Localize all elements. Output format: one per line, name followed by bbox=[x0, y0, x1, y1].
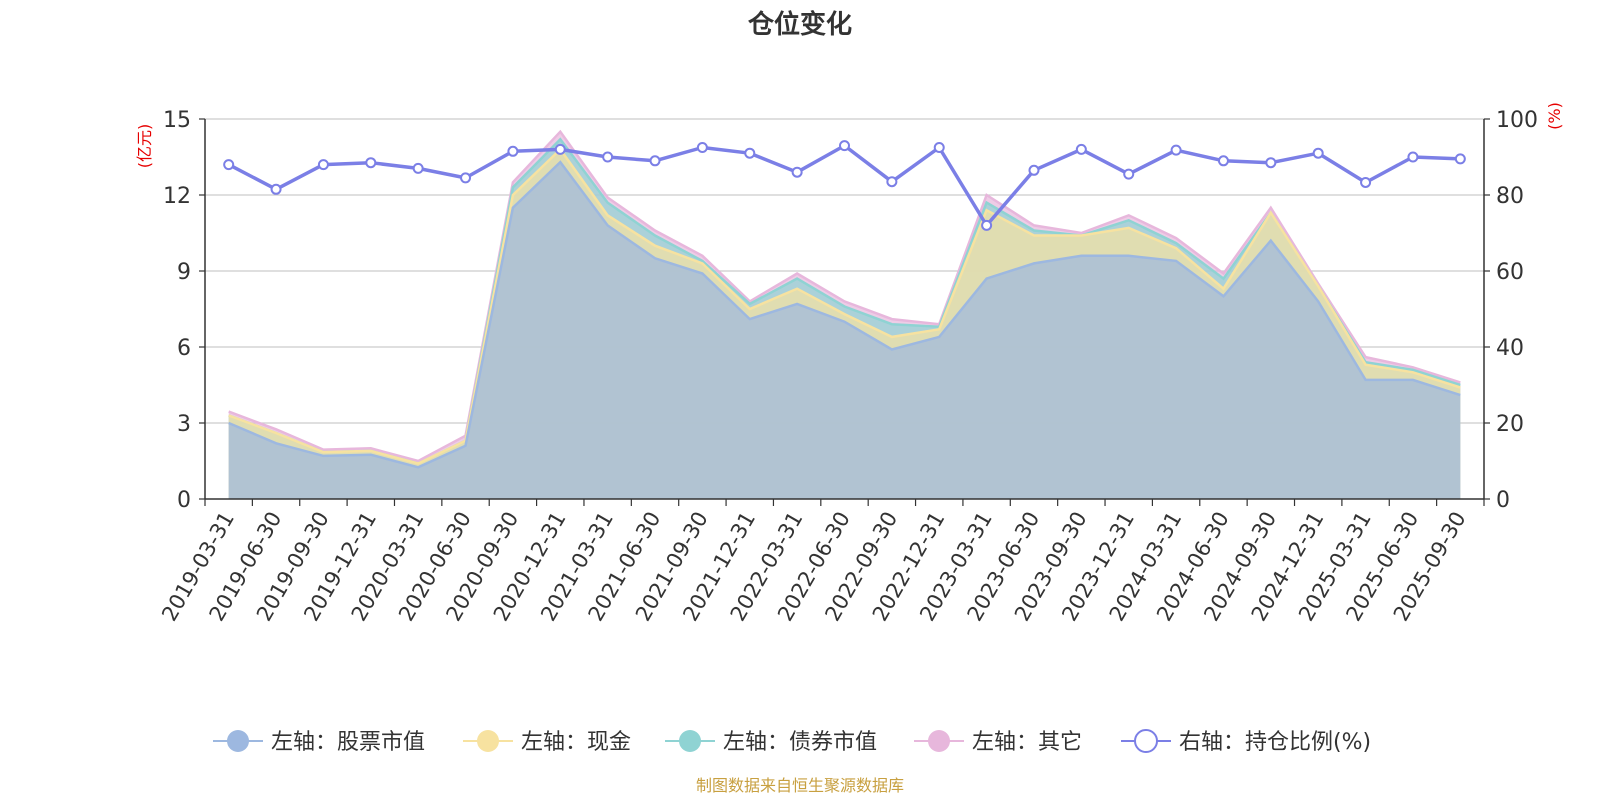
area-outline bbox=[228, 129, 1461, 463]
legend-label[interactable]: 左轴：债券市值 bbox=[723, 730, 877, 755]
ratio-point[interactable] bbox=[1170, 144, 1182, 156]
legend-swatch-marker[interactable] bbox=[227, 730, 249, 752]
right-axis-tick-label: 40 bbox=[1496, 336, 1524, 361]
right-axis-unit: (%) bbox=[1545, 102, 1564, 130]
area-左轴：股票市值 bbox=[228, 162, 1461, 499]
ratio-point[interactable] bbox=[1217, 155, 1229, 167]
left-axis-unit: (亿元) bbox=[135, 124, 154, 169]
ratio-point[interactable] bbox=[317, 159, 329, 171]
ratio-point[interactable] bbox=[933, 142, 945, 153]
ratio-point[interactable] bbox=[1123, 168, 1135, 180]
legend-label[interactable]: 右轴：持仓比例(%) bbox=[1179, 730, 1371, 755]
right-axis-tick-label: 100 bbox=[1496, 108, 1538, 133]
area-outline bbox=[228, 160, 1461, 469]
right-axis-tick-label: 80 bbox=[1496, 184, 1524, 209]
ratio-point[interactable] bbox=[602, 151, 614, 163]
legend-label[interactable]: 左轴：现金 bbox=[521, 730, 631, 755]
ratio-point[interactable] bbox=[791, 166, 803, 178]
ratio-point[interactable] bbox=[886, 176, 898, 188]
ratio-point[interactable] bbox=[223, 159, 235, 171]
ratio-point[interactable] bbox=[696, 142, 708, 153]
ratio-point[interactable] bbox=[270, 183, 282, 195]
ratio-point[interactable] bbox=[1407, 151, 1419, 163]
ratio-point[interactable] bbox=[981, 219, 993, 231]
ratio-point[interactable] bbox=[1360, 176, 1372, 188]
ratio-point[interactable] bbox=[1454, 153, 1466, 165]
right-axis-tick-label: 60 bbox=[1496, 260, 1524, 285]
ratio-point[interactable] bbox=[1265, 157, 1277, 169]
area-outline bbox=[228, 147, 1461, 465]
left-axis-tick-label: 3 bbox=[177, 412, 191, 437]
left-axis-tick-label: 12 bbox=[163, 184, 191, 209]
ratio-point[interactable] bbox=[839, 140, 850, 152]
left-axis-tick-label: 6 bbox=[177, 336, 191, 361]
left-axis-tick-label: 15 bbox=[163, 108, 191, 133]
left-axis-tick-label: 0 bbox=[177, 488, 191, 513]
ratio-point[interactable] bbox=[649, 155, 661, 167]
ratio-point[interactable] bbox=[1312, 147, 1324, 159]
ratio-point[interactable] bbox=[554, 143, 566, 155]
ratio-point[interactable] bbox=[365, 157, 377, 169]
legend-swatch-marker[interactable] bbox=[928, 730, 950, 752]
right-axis-tick-label: 20 bbox=[1496, 412, 1524, 437]
legend-label[interactable]: 左轴：其它 bbox=[972, 730, 1082, 755]
ratio-point[interactable] bbox=[744, 147, 756, 159]
legend-swatch-marker[interactable] bbox=[1134, 729, 1158, 753]
ratio-point[interactable] bbox=[460, 172, 472, 184]
ratio-point[interactable] bbox=[507, 145, 519, 157]
ratio-point[interactable] bbox=[1028, 164, 1040, 176]
ratio-point[interactable] bbox=[1075, 143, 1087, 155]
legend-swatch-marker[interactable] bbox=[477, 730, 499, 752]
legend-label[interactable]: 左轴：股票市值 bbox=[271, 730, 425, 755]
ratio-point[interactable] bbox=[412, 162, 424, 174]
legend-swatch-marker[interactable] bbox=[679, 730, 701, 752]
left-axis-tick-label: 9 bbox=[177, 260, 191, 285]
data-source-note: 制图数据来自恒生聚源数据库 bbox=[696, 776, 904, 795]
right-axis-tick-label: 0 bbox=[1496, 488, 1510, 513]
chart-title: 仓位变化 bbox=[747, 9, 852, 40]
